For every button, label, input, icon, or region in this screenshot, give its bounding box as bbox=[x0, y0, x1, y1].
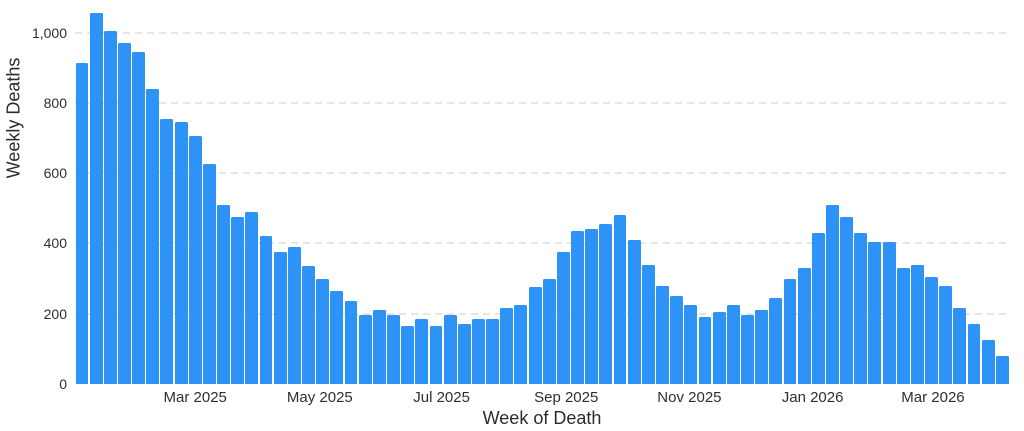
bar-week-66 bbox=[995, 355, 1009, 384]
bar-week-39 bbox=[613, 215, 627, 384]
bar-week-38 bbox=[599, 224, 613, 384]
bar-week-34 bbox=[542, 278, 556, 384]
bar-week-61 bbox=[925, 276, 938, 384]
bar-week-17 bbox=[302, 266, 315, 384]
bar-week-6 bbox=[146, 88, 160, 384]
bar-week-26 bbox=[429, 326, 443, 384]
bar-week-44 bbox=[684, 304, 698, 384]
bar-week-56 bbox=[854, 232, 868, 384]
x-tick-label: Jul 2025 bbox=[413, 389, 470, 406]
x-tick-label: Mar 2026 bbox=[901, 389, 965, 406]
bar-week-48 bbox=[741, 315, 754, 384]
y-tick-label: 800 bbox=[43, 94, 67, 111]
bar-week-30 bbox=[486, 319, 500, 384]
bar-week-53 bbox=[811, 232, 825, 384]
bar-week-43 bbox=[670, 296, 684, 384]
bar-week-20 bbox=[344, 301, 358, 384]
bar-week-28 bbox=[457, 324, 471, 384]
bar-week-52 bbox=[797, 268, 811, 384]
bar-week-33 bbox=[528, 287, 542, 384]
bar-week-58 bbox=[882, 241, 896, 384]
bar-week-21 bbox=[358, 315, 372, 384]
y-tick-label: 200 bbox=[43, 305, 67, 322]
y-tick-label: 1,000 bbox=[31, 24, 67, 41]
bar-week-59 bbox=[896, 268, 910, 384]
bar-week-16 bbox=[287, 246, 301, 384]
bar-week-42 bbox=[656, 285, 669, 384]
bar-week-47 bbox=[726, 304, 740, 384]
bar-week-63 bbox=[953, 308, 967, 384]
x-tick-label: Nov 2025 bbox=[657, 389, 722, 406]
y-axis-title: Weekly Deaths bbox=[3, 57, 24, 179]
bar-week-13 bbox=[245, 211, 259, 384]
bar-week-57 bbox=[868, 241, 882, 384]
bar-week-40 bbox=[627, 239, 641, 384]
bar-week-60 bbox=[910, 264, 924, 384]
bar-week-50 bbox=[769, 297, 783, 384]
bar-week-3 bbox=[103, 30, 117, 384]
bar-week-55 bbox=[840, 217, 854, 384]
bar-week-65 bbox=[981, 340, 995, 384]
bar-week-22 bbox=[372, 310, 386, 384]
bar-week-8 bbox=[174, 122, 188, 384]
bar-week-11 bbox=[217, 204, 230, 384]
bar-week-14 bbox=[259, 236, 273, 384]
bar-week-31 bbox=[500, 308, 514, 384]
bar-week-45 bbox=[698, 317, 712, 384]
y-tick-label: 0 bbox=[59, 376, 67, 392]
x-tick-label: May 2025 bbox=[286, 389, 353, 406]
x-tick-label: Sep 2025 bbox=[534, 389, 599, 406]
bar-week-64 bbox=[967, 324, 981, 384]
bar-week-4 bbox=[117, 43, 131, 384]
bar-week-41 bbox=[641, 264, 655, 384]
x-tick-label: Mar 2025 bbox=[163, 389, 227, 406]
bar-week-36 bbox=[571, 231, 584, 384]
bar-week-54 bbox=[825, 204, 839, 384]
bar-week-18 bbox=[316, 278, 330, 384]
bar-week-46 bbox=[712, 311, 726, 384]
bar-week-25 bbox=[415, 319, 429, 384]
bar-week-9 bbox=[188, 136, 202, 384]
bar-week-15 bbox=[273, 252, 287, 384]
y-tick-label: 400 bbox=[43, 235, 67, 252]
x-tick-label: Jan 2026 bbox=[781, 389, 844, 406]
bar-week-27 bbox=[443, 315, 457, 384]
bar-week-7 bbox=[160, 118, 174, 384]
bar-week-35 bbox=[556, 252, 570, 384]
x-axis-title: Week of Death bbox=[482, 408, 602, 428]
bar-week-32 bbox=[514, 304, 528, 384]
bar-week-62 bbox=[939, 285, 953, 384]
bar-week-24 bbox=[401, 326, 415, 384]
bar-week-5 bbox=[132, 52, 146, 384]
bar-week-19 bbox=[330, 290, 344, 384]
bar-week-12 bbox=[231, 217, 245, 384]
y-tick-label: 600 bbox=[43, 165, 67, 182]
bar-week-1 bbox=[75, 62, 89, 384]
bar-week-37 bbox=[585, 229, 599, 384]
bar-week-51 bbox=[783, 278, 797, 384]
bar-week-10 bbox=[202, 164, 216, 384]
bar-week-29 bbox=[471, 319, 485, 384]
bar-week-2 bbox=[89, 13, 103, 384]
bar-week-49 bbox=[755, 310, 769, 384]
bar-week-23 bbox=[387, 315, 400, 384]
gridline-y-800 bbox=[75, 101, 1009, 104]
gridline-y-1000 bbox=[75, 31, 1009, 34]
